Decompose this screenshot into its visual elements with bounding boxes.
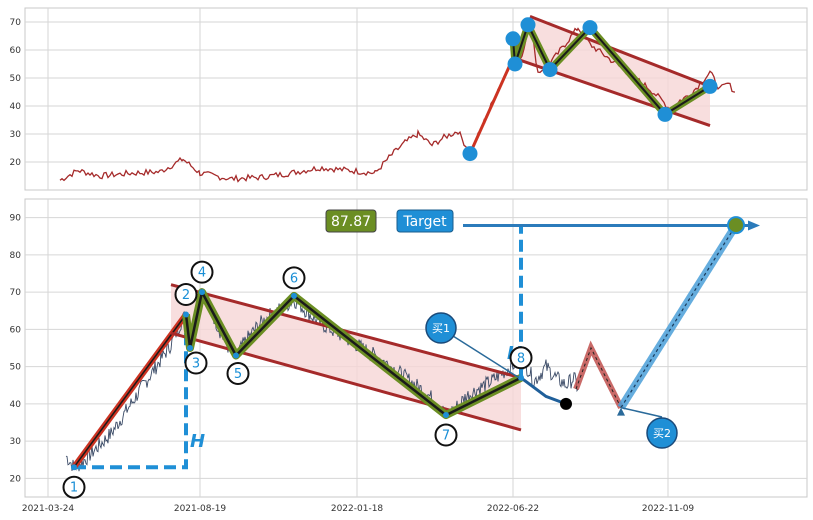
x-tick-label: 2021-08-19 xyxy=(174,504,227,514)
y-tick-label: 70 xyxy=(10,18,22,28)
target-value-text: 87.87 xyxy=(331,214,371,230)
projection-down xyxy=(520,376,567,406)
pivot-marker xyxy=(702,78,718,94)
pivot-marker xyxy=(505,31,521,47)
pivot-label: 6 xyxy=(290,271,298,286)
y-tick-label: 20 xyxy=(10,474,22,484)
pivot-label: 1 xyxy=(70,481,78,496)
pivot-marker xyxy=(520,17,536,33)
y-tick-label: 70 xyxy=(10,288,22,298)
x-tick-label: 2022-06-22 xyxy=(487,504,539,514)
pivot-point xyxy=(71,464,77,471)
pivot-label: 8 xyxy=(517,351,525,366)
buy-label: 买2 xyxy=(653,427,671,440)
target-value-box: 87.87 xyxy=(325,209,377,233)
trend-line-inner xyxy=(73,314,187,468)
projection-blue xyxy=(617,222,740,410)
buy-label: 买1 xyxy=(432,322,450,335)
pivot-label-circle xyxy=(190,260,214,284)
pivot-point xyxy=(291,292,297,299)
bottom-pattern-panel: 20 30 40 50 60 70 80 90 2021-03-24 2021-08-19 2022… xyxy=(10,198,808,514)
target-label-box: Target xyxy=(396,209,454,233)
y-tick-label: 90 xyxy=(10,214,22,224)
target-label-text: Target xyxy=(402,214,447,230)
pivot-label-circle xyxy=(434,423,458,447)
pivot-label-circle xyxy=(509,346,533,370)
pivot-label: 5 xyxy=(234,367,242,382)
channel-fill xyxy=(171,284,521,430)
top-price-panel: 20 30 40 50 60 70 xyxy=(10,7,808,191)
pivot-marker xyxy=(582,20,598,36)
y-tick-label: 40 xyxy=(10,102,22,112)
pivot-label: 3 xyxy=(192,357,200,372)
x-tick-label: 2022-01-18 xyxy=(331,504,384,514)
pivot-point xyxy=(233,352,239,359)
plot-frame xyxy=(24,198,808,498)
pivot-label-circle xyxy=(226,361,250,385)
projection-end-dot xyxy=(560,397,572,410)
pivot-point xyxy=(518,374,524,381)
pivot-marker xyxy=(542,62,558,78)
pivot-label: 2 xyxy=(182,288,190,303)
buy-pointer-line xyxy=(452,335,520,379)
target-marker xyxy=(727,216,745,235)
pivot-marker xyxy=(462,146,478,162)
y-tick-label: 50 xyxy=(10,363,22,373)
target-arrow-head xyxy=(748,220,760,231)
pivot-marker xyxy=(507,56,523,72)
pivot-marker xyxy=(657,106,673,122)
y-tick-label: 30 xyxy=(10,130,22,140)
y-tick-label: 80 xyxy=(10,251,22,261)
pivot-label-circle xyxy=(184,351,208,375)
y-tick-label: 50 xyxy=(10,74,22,84)
buy-marker xyxy=(425,312,457,344)
buy-marker xyxy=(646,417,678,449)
pivot-label: 7 xyxy=(442,429,450,444)
pivot-label-circle xyxy=(282,266,306,290)
y-tick-label: 40 xyxy=(10,400,22,410)
x-tick-label: 2022-11-09 xyxy=(642,504,695,514)
buy-arrow-head xyxy=(617,407,625,416)
y-tick-label: 60 xyxy=(10,46,22,56)
buy-pointer-line xyxy=(620,406,663,418)
x-tick-label: 2021-03-24 xyxy=(22,504,75,514)
pivot-point xyxy=(443,412,449,419)
channel-upper-line xyxy=(170,283,522,380)
height-measure-left xyxy=(74,314,188,470)
pivot-label-circle xyxy=(174,282,198,306)
channel-upper-line xyxy=(529,15,711,88)
y-tick-label: 20 xyxy=(10,158,22,168)
y-tick-label: 30 xyxy=(10,437,22,447)
pivot-point xyxy=(199,289,205,296)
pivot-point xyxy=(187,345,193,351)
pivot-point xyxy=(183,311,189,318)
pivot-label-circle xyxy=(62,475,86,499)
projection-red-inner xyxy=(575,346,622,408)
height-label-left: H xyxy=(190,431,205,452)
y-tick-label: 60 xyxy=(10,325,22,335)
pivot-label: 4 xyxy=(198,266,206,281)
